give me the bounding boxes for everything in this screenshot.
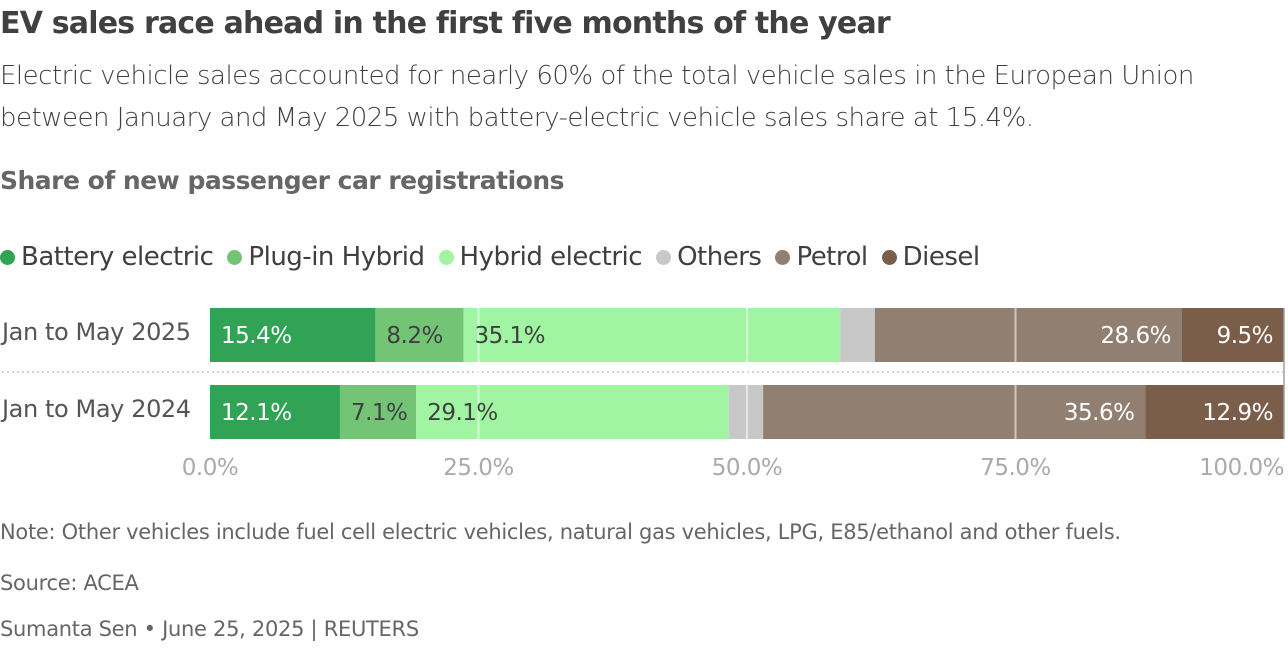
bar-segment-petrol <box>874 308 1182 362</box>
bar-segment-battery-electric <box>210 308 376 362</box>
legend-dot-icon <box>0 249 15 265</box>
legend-label: Hybrid electric <box>459 242 643 272</box>
data-label: 35.6% <box>1064 400 1135 426</box>
legend-item-plug-in-hybrid: Plug-in Hybrid <box>227 242 425 272</box>
legend-item-battery-electric: Battery electric <box>0 242 214 272</box>
legend-item-petrol: Petrol <box>775 242 868 272</box>
bar-segment-battery-electric <box>210 385 340 439</box>
data-label: 29.1% <box>427 400 498 426</box>
footnote: Note: Other vehicles include fuel cell e… <box>0 520 1121 544</box>
legend-dot-icon <box>881 249 897 265</box>
bar-segment-hybrid-electric <box>463 308 841 362</box>
legend-dot-icon <box>775 249 791 265</box>
bar-segment-plug-in-hybrid <box>339 385 417 439</box>
x-tick-label: 75.0% <box>980 455 1051 481</box>
bar-segment-plug-in-hybrid <box>375 308 464 362</box>
data-label: 12.9% <box>1202 400 1273 426</box>
bar-segment-diesel <box>1145 385 1284 439</box>
x-tick-label: 100.0% <box>1199 455 1284 481</box>
x-tick-label: 0.0% <box>182 455 238 481</box>
legend-label: Petrol <box>796 242 868 272</box>
data-label: 9.5% <box>1217 323 1273 349</box>
legend-label: Battery electric <box>21 242 214 272</box>
legend-dot-icon <box>438 249 454 265</box>
bar-segment-petrol <box>763 385 1146 439</box>
legend-dot-icon <box>227 249 243 265</box>
row-label-2024: Jan to May 2024 <box>2 395 191 423</box>
legend-item-hybrid-electric: Hybrid electric <box>438 242 643 272</box>
bar-segment-diesel <box>1181 308 1284 362</box>
data-label: 35.1% <box>474 323 545 349</box>
source: Source: ACEA <box>0 571 139 595</box>
data-label: 15.4% <box>221 323 292 349</box>
data-label: 7.1% <box>351 400 407 426</box>
legend-item-others: Others <box>656 242 762 272</box>
legend-label: Others <box>677 242 762 272</box>
data-label: 12.1% <box>221 400 292 426</box>
stacked-bar-chart: 15.4% 8.2% 35.1% 28.6% 9.5% 12.1% 7.1% 29.1% 35.… <box>2 308 1285 481</box>
legend-label: Plug-in Hybrid <box>248 242 425 272</box>
page-title: EV sales race ahead in the first five mo… <box>0 6 891 41</box>
legend: Battery electric Plug-in Hybrid Hybrid ele… <box>0 242 994 272</box>
data-label: 28.6% <box>1100 323 1171 349</box>
page-subtitle: Electric vehicle sales accounted for nea… <box>0 61 1194 133</box>
bar-segment-others <box>840 308 875 362</box>
legend-item-diesel: Diesel <box>881 242 981 272</box>
bar-segment-hybrid-electric <box>416 385 729 439</box>
bar-segment-others <box>728 385 764 439</box>
chart-title: Share of new passenger car registrations <box>0 166 565 195</box>
x-tick-label: 25.0% <box>443 455 514 481</box>
data-label: 8.2% <box>386 323 442 349</box>
legend-dot-icon <box>656 249 672 265</box>
row-label-2025: Jan to May 2025 <box>2 318 191 346</box>
credit: Sumanta Sen • June 25, 2025 | REUTERS <box>0 617 419 641</box>
legend-label: Diesel <box>902 242 981 272</box>
x-tick-label: 50.0% <box>712 455 783 481</box>
